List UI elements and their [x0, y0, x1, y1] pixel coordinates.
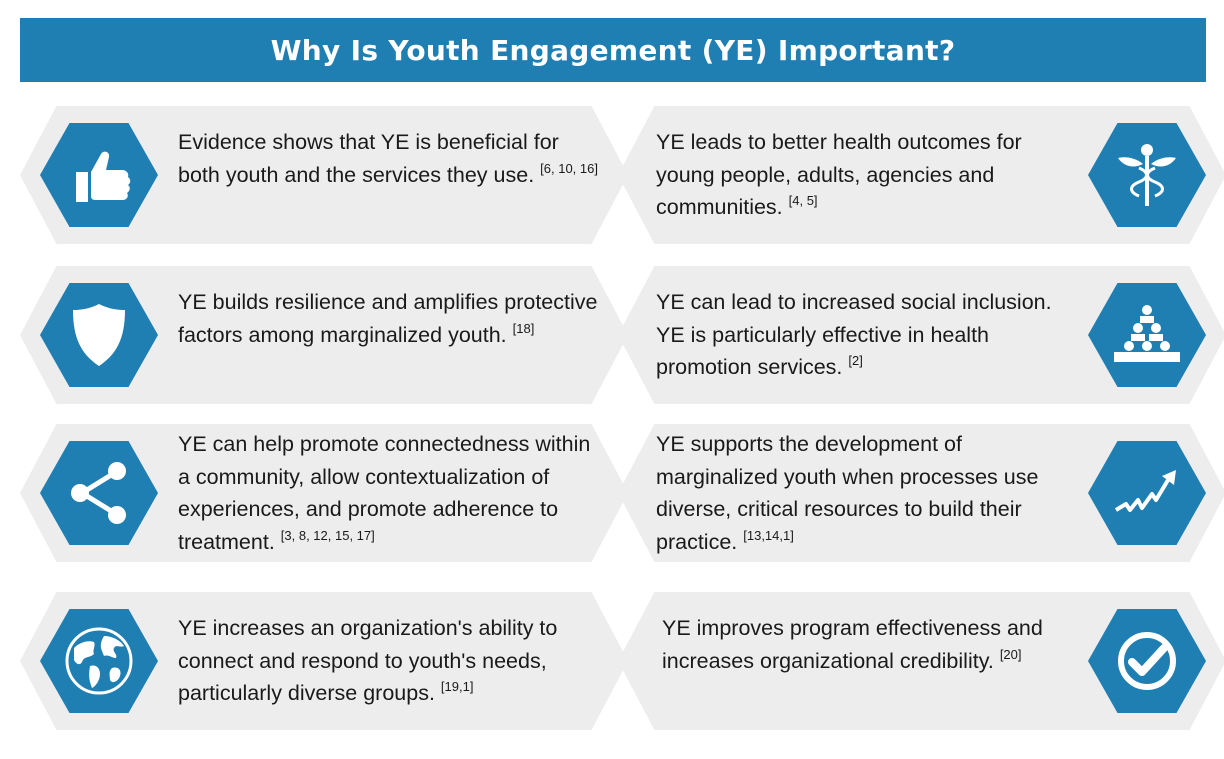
group-pyramid-icon	[1114, 305, 1180, 362]
citation: [2]	[848, 353, 863, 368]
card-text: YE improves program effectiveness and in…	[662, 616, 1043, 673]
card-development: YE supports the development of marginali…	[618, 424, 1224, 562]
thumbs-up-icon	[76, 151, 131, 202]
card-text: YE can help promote connectedness within…	[178, 432, 591, 554]
card-organization-ability: YE increases an organization's ability t…	[20, 592, 628, 730]
card-social-inclusion: YE can lead to increased social inclusio…	[618, 266, 1224, 404]
page-title: Why Is Youth Engagement (YE) Important?	[20, 18, 1206, 82]
checkmark-icon	[1118, 632, 1176, 690]
card-program-effectiveness: YE improves program effectiveness and in…	[618, 592, 1224, 730]
globe-hexagon	[40, 609, 158, 713]
card-evidence: Evidence shows that YE is beneficial for…	[20, 106, 628, 244]
card-connectedness: YE can help promote connectedness within…	[20, 424, 628, 562]
citation: [19,1]	[440, 679, 474, 694]
shield-icon	[73, 304, 125, 366]
card-text: YE increases an organization's ability t…	[178, 616, 558, 705]
trend-arrow-hexagon	[1088, 441, 1206, 545]
caduceus-icon	[1118, 144, 1176, 206]
group-pyramid-hexagon	[1088, 283, 1206, 387]
card-text: YE builds resilience and amplifies prote…	[178, 290, 598, 347]
citation: [18]	[512, 320, 535, 336]
globe-icon	[65, 627, 133, 695]
card-text: YE supports the development of marginali…	[656, 432, 1039, 554]
citation: [13,14,1]	[743, 527, 794, 543]
card-text: YE can lead to increased social inclusio…	[656, 290, 1052, 379]
card-text: YE leads to better health outcomes for y…	[656, 130, 1022, 219]
checkmark-hexagon	[1088, 609, 1206, 713]
citation: [6, 10, 16]	[540, 160, 598, 176]
card-text: Evidence shows that YE is beneficial for…	[178, 130, 598, 187]
caduceus-hexagon	[1088, 123, 1206, 227]
share-hexagon	[40, 441, 158, 545]
card-health-outcomes: YE leads to better health outcomes for y…	[618, 106, 1224, 244]
shield-hexagon	[40, 283, 158, 387]
thumbs-up-hexagon	[40, 123, 158, 227]
citation: [3, 8, 12, 15, 17]	[280, 527, 375, 543]
trend-arrow-icon	[1114, 470, 1176, 512]
share-icon	[71, 462, 126, 524]
citation: [4, 5]	[788, 193, 818, 208]
citation: [20]	[999, 646, 1022, 662]
card-resilience: YE builds resilience and amplifies prote…	[20, 266, 628, 404]
